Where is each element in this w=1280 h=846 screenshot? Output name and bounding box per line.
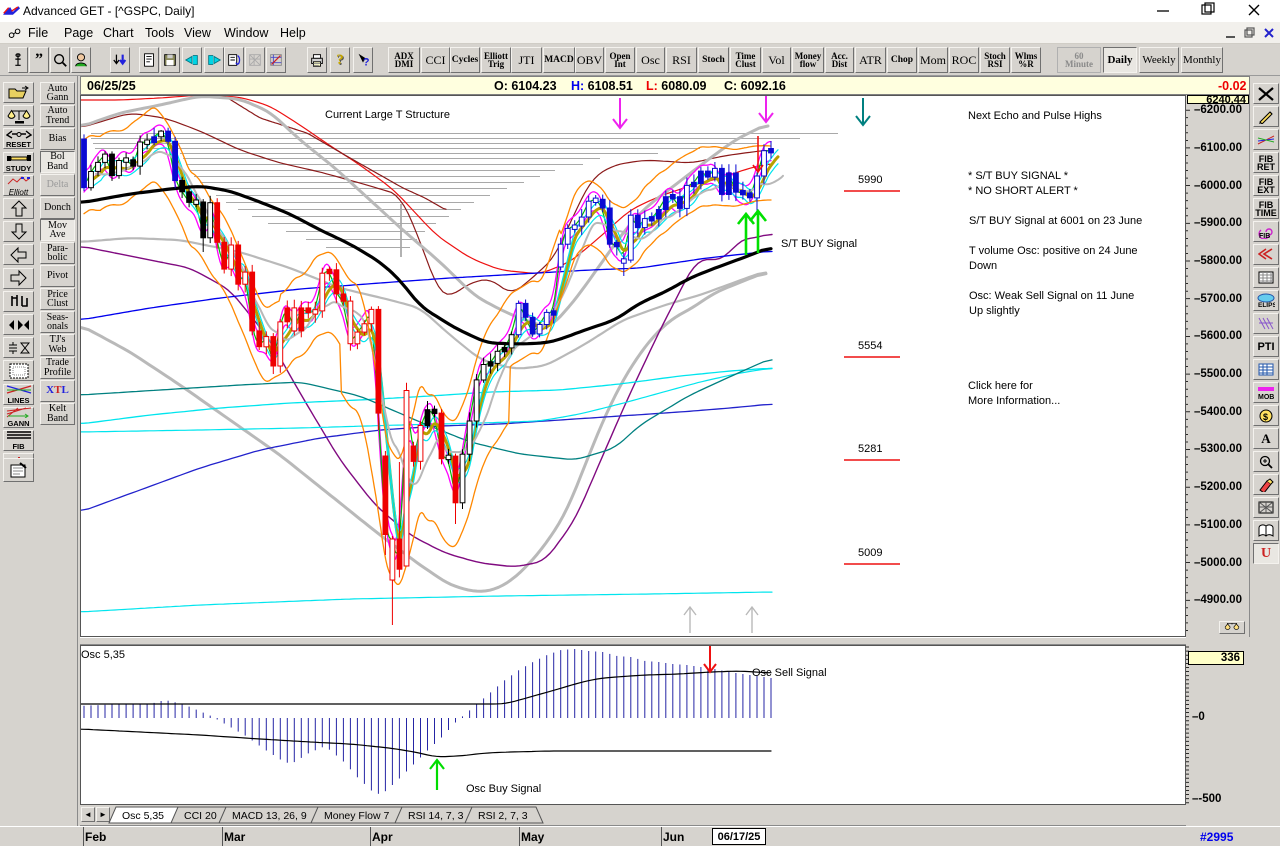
svg-text:Osc 5,35: Osc 5,35 bbox=[81, 649, 125, 661]
svg-text:RSI 14, 7, 3: RSI 14, 7, 3 bbox=[408, 810, 464, 822]
svg-text:More Information...: More Information... bbox=[968, 395, 1060, 407]
svg-text:S/T BUY Signal: S/T BUY Signal bbox=[781, 238, 857, 250]
svg-text:CCI 20: CCI 20 bbox=[184, 810, 217, 822]
svg-text:* NO SHORT ALERT *: * NO SHORT ALERT * bbox=[968, 185, 1079, 197]
svg-text:Osc Sell Signal: Osc Sell Signal bbox=[752, 667, 827, 679]
svg-text:FIB: FIB bbox=[1259, 233, 1270, 239]
svg-text:T volume Osc: positive on 24 J: T volume Osc: positive on 24 June bbox=[969, 245, 1138, 257]
svg-text:5281: 5281 bbox=[858, 443, 882, 455]
svg-text:MOB: MOB bbox=[1258, 394, 1274, 400]
svg-text:?: ? bbox=[363, 56, 370, 68]
svg-text:* S/T BUY SIGNAL *: * S/T BUY SIGNAL * bbox=[968, 170, 1069, 182]
svg-text:MACD 13, 26, 9: MACD 13, 26, 9 bbox=[232, 810, 307, 822]
svg-text:RSI 2, 7, 3: RSI 2, 7, 3 bbox=[478, 810, 528, 822]
svg-text:Up slightly: Up slightly bbox=[969, 305, 1020, 317]
svg-text:Click here for: Click here for bbox=[968, 380, 1033, 392]
svg-text:S/T BUY Signal at 6001 on 23 J: S/T BUY Signal at 6001 on 23 June bbox=[969, 215, 1142, 227]
svg-text:Current Large T Structure: Current Large T Structure bbox=[325, 109, 450, 121]
svg-text:Osc: Weak Sell Signal on 11 Ju: Osc: Weak Sell Signal on 11 June bbox=[969, 290, 1134, 302]
svg-text:Osc Buy Signal: Osc Buy Signal bbox=[466, 783, 541, 795]
svg-text:5990: 5990 bbox=[858, 174, 882, 186]
svg-text:Osc 5,35: Osc 5,35 bbox=[122, 810, 164, 822]
svg-text:5009: 5009 bbox=[858, 547, 882, 559]
svg-text:ELIPS: ELIPS bbox=[1258, 302, 1275, 308]
svg-text:$: $ bbox=[1263, 412, 1268, 422]
svg-text:Money Flow 7: Money Flow 7 bbox=[324, 810, 390, 822]
svg-text:Down: Down bbox=[969, 260, 997, 272]
svg-text:5554: 5554 bbox=[858, 340, 882, 352]
svg-text:Next Echo and Pulse Highs: Next Echo and Pulse Highs bbox=[968, 110, 1102, 122]
